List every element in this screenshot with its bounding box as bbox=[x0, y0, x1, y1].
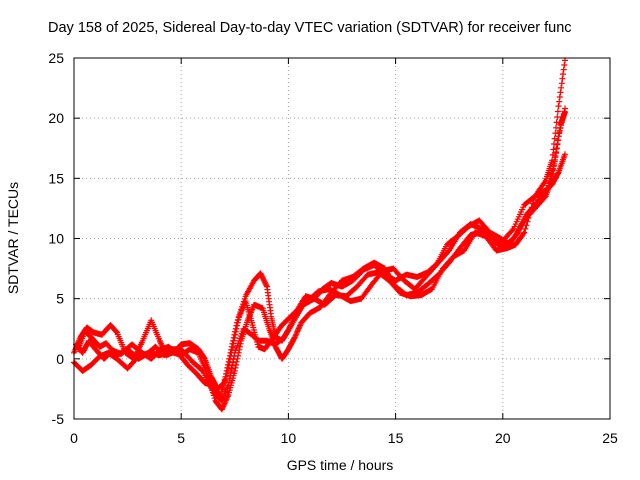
y-tick-label: 20 bbox=[48, 110, 64, 126]
y-axis: -5 0 5 10 15 20 25 bbox=[48, 50, 610, 427]
data-points bbox=[71, 57, 568, 413]
series-track-1 bbox=[71, 57, 568, 392]
x-tick-label: 5 bbox=[177, 430, 185, 446]
data-markers bbox=[71, 105, 568, 413]
x-tick-label: 25 bbox=[602, 430, 618, 446]
series-track-3 bbox=[75, 151, 568, 404]
data-markers bbox=[71, 57, 568, 392]
series-track-4 bbox=[73, 109, 568, 401]
y-tick-label: 0 bbox=[56, 351, 64, 367]
data-markers bbox=[75, 151, 568, 404]
x-tick-label: 20 bbox=[495, 430, 511, 446]
x-tick-label: 10 bbox=[281, 430, 297, 446]
chart-title: Day 158 of 2025, Sidereal Day-to-day VTE… bbox=[48, 20, 572, 36]
y-tick-label: 25 bbox=[48, 50, 64, 66]
y-tick-label: -5 bbox=[52, 411, 65, 427]
y-tick-label: 5 bbox=[56, 291, 64, 307]
data-markers bbox=[73, 109, 568, 401]
y-axis-label: SDTVAR / TECUs bbox=[5, 182, 21, 294]
grid bbox=[74, 58, 610, 419]
x-axis-label: GPS time / hours bbox=[287, 457, 394, 473]
x-axis: 0 5 10 15 20 25 bbox=[70, 58, 618, 446]
y-tick-label: 10 bbox=[48, 231, 64, 247]
y-tick-label: 15 bbox=[48, 170, 64, 186]
series-track-2 bbox=[71, 105, 568, 413]
x-tick-label: 0 bbox=[70, 430, 78, 446]
x-tick-label: 15 bbox=[388, 430, 404, 446]
